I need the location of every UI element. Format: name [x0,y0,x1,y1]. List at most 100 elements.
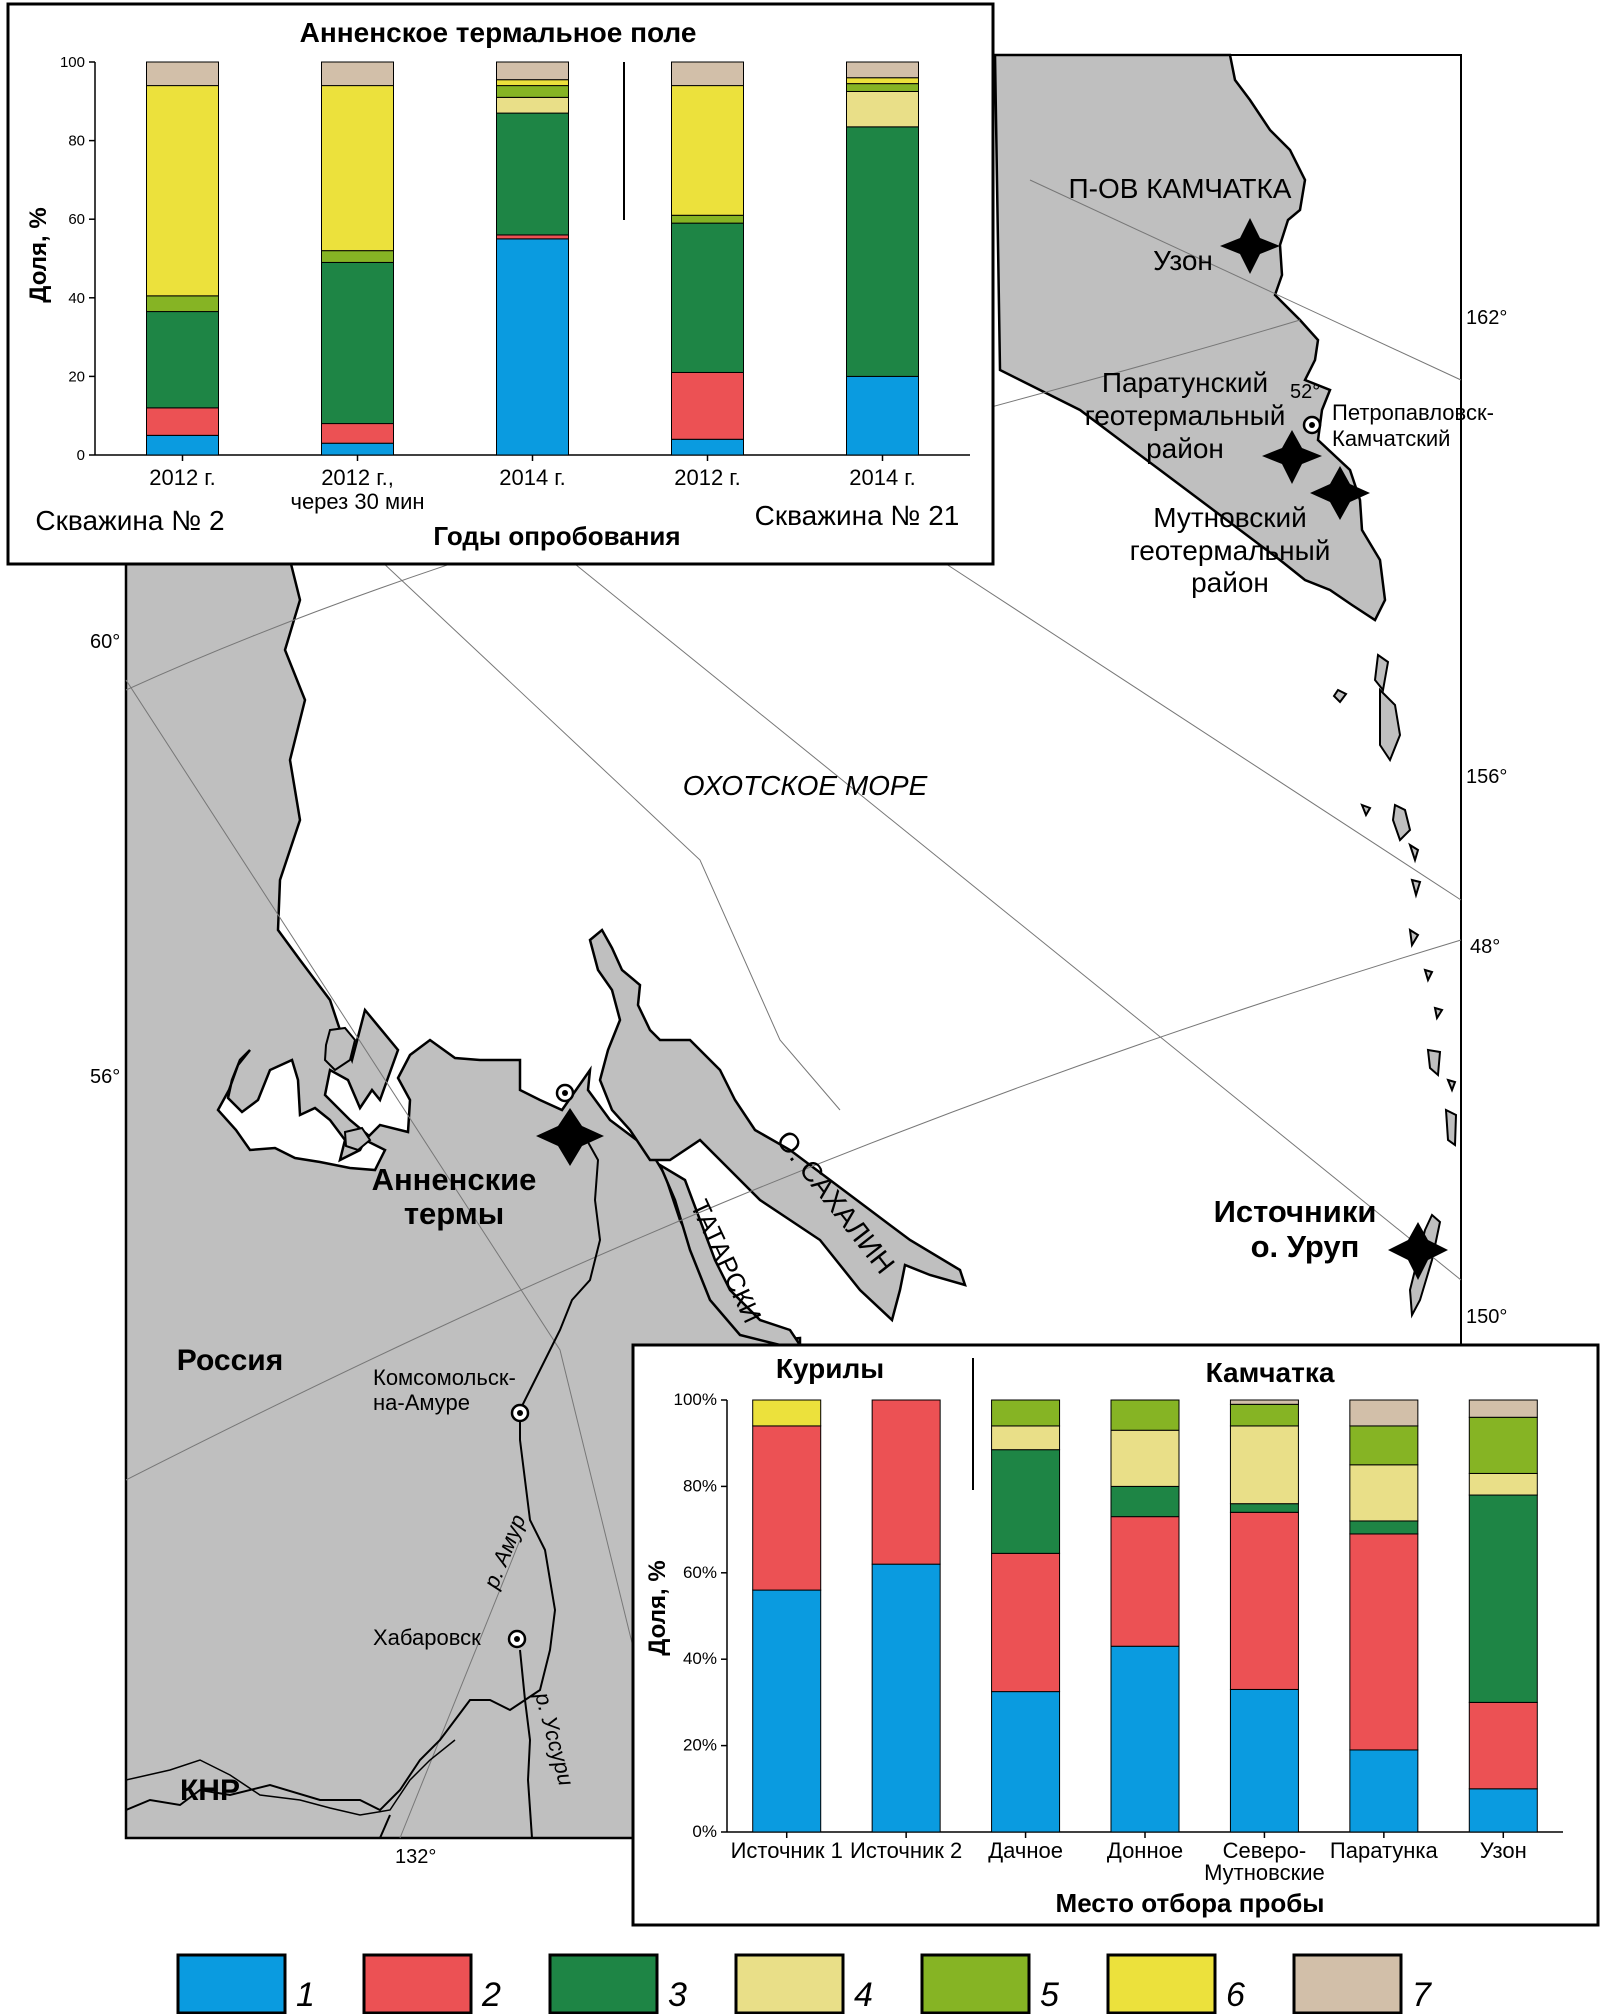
bar-segment-1 [671,438,744,456]
label-petropavlovsk-2: Камчатский [1332,426,1450,451]
chart-annenskoe-xlabel: Годы опробования [433,521,680,551]
bar-segment-5 [146,295,219,313]
label-lon-150: 150° [1466,1306,1507,1328]
legend-swatch-4 [734,1953,845,2014]
bar-segment-2 [496,234,569,240]
y-tick-label: 0% [692,1822,717,1841]
bar-segment-7 [1229,1399,1299,1405]
bar-segment-3 [496,112,569,236]
bar-segment-5 [991,1399,1061,1427]
x-tick-label: Источник 2 [850,1838,962,1863]
chart-sites-group-kamchatka: Камчатка [1206,1357,1335,1388]
bar-segment-2 [321,423,394,444]
label-komsomolsk-2: на-Амуре [373,1390,470,1415]
bar-segment-7 [671,61,744,87]
x-tick-label: Донное [1107,1838,1183,1863]
label-uzon: Узон [1153,245,1213,276]
bar-segment-4 [1468,1472,1538,1496]
bar-segment-3 [321,261,394,425]
x-tick-label: Северо- [1223,1838,1307,1863]
bar-segment-6 [146,85,219,297]
bar-segment-4 [846,90,919,128]
bar-segment-5 [496,85,569,98]
bar-segment-7 [321,61,394,87]
bar-segment-2 [671,371,744,440]
rivers [125,1109,602,1839]
bar-segment-5 [671,214,744,224]
bar-segment-1 [1349,1749,1419,1833]
chart-annenskoe-group-1: Скважина № 2 [35,505,224,536]
label-urup-1: Источники [1214,1194,1377,1229]
x-tick-label: Узон [1480,1838,1527,1863]
bar-segment-6 [321,85,394,252]
kuril-islands [1332,653,1458,1319]
x-tick-label: Паратунка [1330,1838,1439,1863]
bar-segment-7 [846,61,919,79]
legend-swatch-1 [176,1953,287,2014]
label-lat-60: 60° [90,631,120,653]
kamchatka [993,53,1387,622]
y-tick-label: 40% [683,1649,717,1668]
bar-segment-3 [991,1449,1061,1554]
x-tick-label: Дачное [988,1838,1063,1863]
label-lon-156: 156° [1466,766,1507,788]
bar-segment-3 [1110,1485,1180,1518]
label-lon-162: 162° [1466,307,1507,329]
bar-segment-1 [146,434,219,456]
legend-label-4: 4 [854,1976,873,2014]
y-tick-label: 100 [60,54,85,71]
x-tick-label: 2012 г. [149,465,216,490]
bar-segment-1 [496,238,569,456]
chart-annenskoe-group-2: Скважина № 21 [755,500,960,531]
site-stars [536,218,1448,1280]
label-khabarovsk: Хабаровск [373,1625,481,1650]
legend-label-6: 6 [1226,1976,1245,2014]
bar-segment-7 [1349,1399,1419,1427]
label-paratunka-2: геотермальный [1085,400,1286,431]
chart-annenskoe-ylabel: Доля, % [25,207,52,302]
bar-segment-5 [1349,1425,1419,1466]
bar-segment-7 [496,61,569,81]
label-okhotsk: ОХОТСКОЕ МОРЕ [683,770,928,801]
bar-segment-6 [671,85,744,216]
bar-segment-2 [146,407,219,436]
sakhalin [588,928,967,1323]
legend-swatch-6 [1106,1953,1217,2014]
bar-segment-3 [671,222,744,373]
x-tick-label: Мутновские [1204,1860,1325,1885]
legend-label-1: 1 [296,1976,315,2014]
label-paratunka-3: район [1146,433,1224,464]
bar-segment-1 [1229,1688,1299,1833]
y-tick-label: 80% [683,1476,717,1495]
island-small [343,1126,372,1152]
y-tick-label: 20 [68,368,85,385]
bar-segment-6 [752,1399,822,1427]
star-paratunka [1262,430,1322,484]
bar-segment-2 [871,1399,941,1565]
bar-segment-1 [752,1589,822,1833]
bar-segment-7 [146,61,219,87]
city-markers [507,415,1322,1649]
star-urup [1388,1222,1448,1280]
legend-swatch-5 [920,1953,1031,2014]
label-china: КНР [180,1774,240,1807]
bar-segment-3 [1468,1494,1538,1703]
bar-segment-1 [321,442,394,456]
bar-segment-7 [1468,1399,1538,1418]
bar-segment-1 [871,1563,941,1833]
bar-segment-3 [1229,1503,1299,1513]
y-tick-label: 60% [683,1563,717,1582]
bar-segment-3 [846,126,919,377]
bar-segment-4 [496,96,569,114]
label-mutnovsky-1: Мутновский [1153,502,1307,533]
label-mutnovsky-2: геотермальный [1130,535,1331,566]
label-lat-48: 48° [1470,936,1500,958]
y-tick-label: 100% [674,1390,717,1409]
bar-segment-5 [846,83,919,92]
bar-segment-2 [1468,1701,1538,1790]
legend-swatch-7 [1292,1953,1403,2014]
bar-segment-6 [846,77,919,85]
bar-segment-4 [991,1425,1061,1451]
legend-label-5: 5 [1040,1976,1059,2014]
x-tick-label: через 30 мин [290,489,424,514]
